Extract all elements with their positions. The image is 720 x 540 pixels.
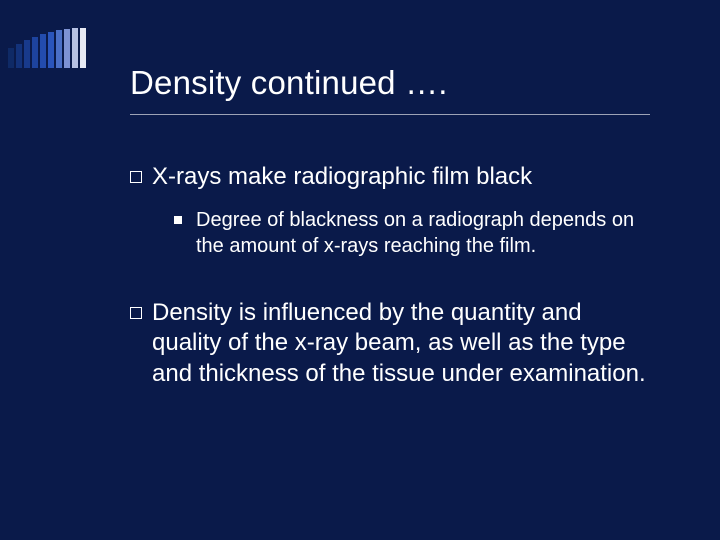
decor-bar — [40, 34, 46, 68]
title-area: Density continued …. — [130, 64, 660, 115]
hollow-square-bullet-icon — [130, 171, 142, 183]
decor-bar — [32, 37, 38, 68]
slide-title: Density continued …. — [130, 64, 660, 102]
decor-bar — [16, 44, 22, 68]
title-underline — [130, 114, 650, 115]
hollow-square-bullet-icon — [130, 307, 142, 319]
decor-bar — [64, 29, 70, 68]
decor-bar — [56, 30, 62, 68]
spacer — [130, 278, 650, 298]
slide-body: X-rays make radiographic film black Degr… — [130, 162, 650, 408]
bullet-item: X-rays make radiographic film black Degr… — [130, 162, 650, 260]
bullet-text: X-rays make radiographic film black — [152, 162, 650, 193]
decor-bar — [72, 28, 78, 68]
bullet-line: X-rays make radiographic film black — [130, 162, 650, 193]
bullet-item: Density is influenced by the quantity an… — [130, 298, 650, 390]
bullet-line: Density is influenced by the quantity an… — [130, 298, 650, 390]
slide: Density continued …. X-rays make radiogr… — [0, 0, 720, 540]
sub-bullet-text: Degree of blackness on a radiograph depe… — [196, 207, 650, 260]
filled-square-bullet-icon — [174, 216, 182, 224]
decor-bar — [8, 48, 14, 68]
decor-bar — [80, 28, 86, 68]
sub-bullet-item: Degree of blackness on a radiograph depe… — [174, 207, 650, 260]
decor-bar — [24, 40, 30, 68]
corner-decoration — [8, 28, 88, 68]
bullet-text: Density is influenced by the quantity an… — [152, 298, 650, 390]
decor-bar — [48, 32, 54, 68]
